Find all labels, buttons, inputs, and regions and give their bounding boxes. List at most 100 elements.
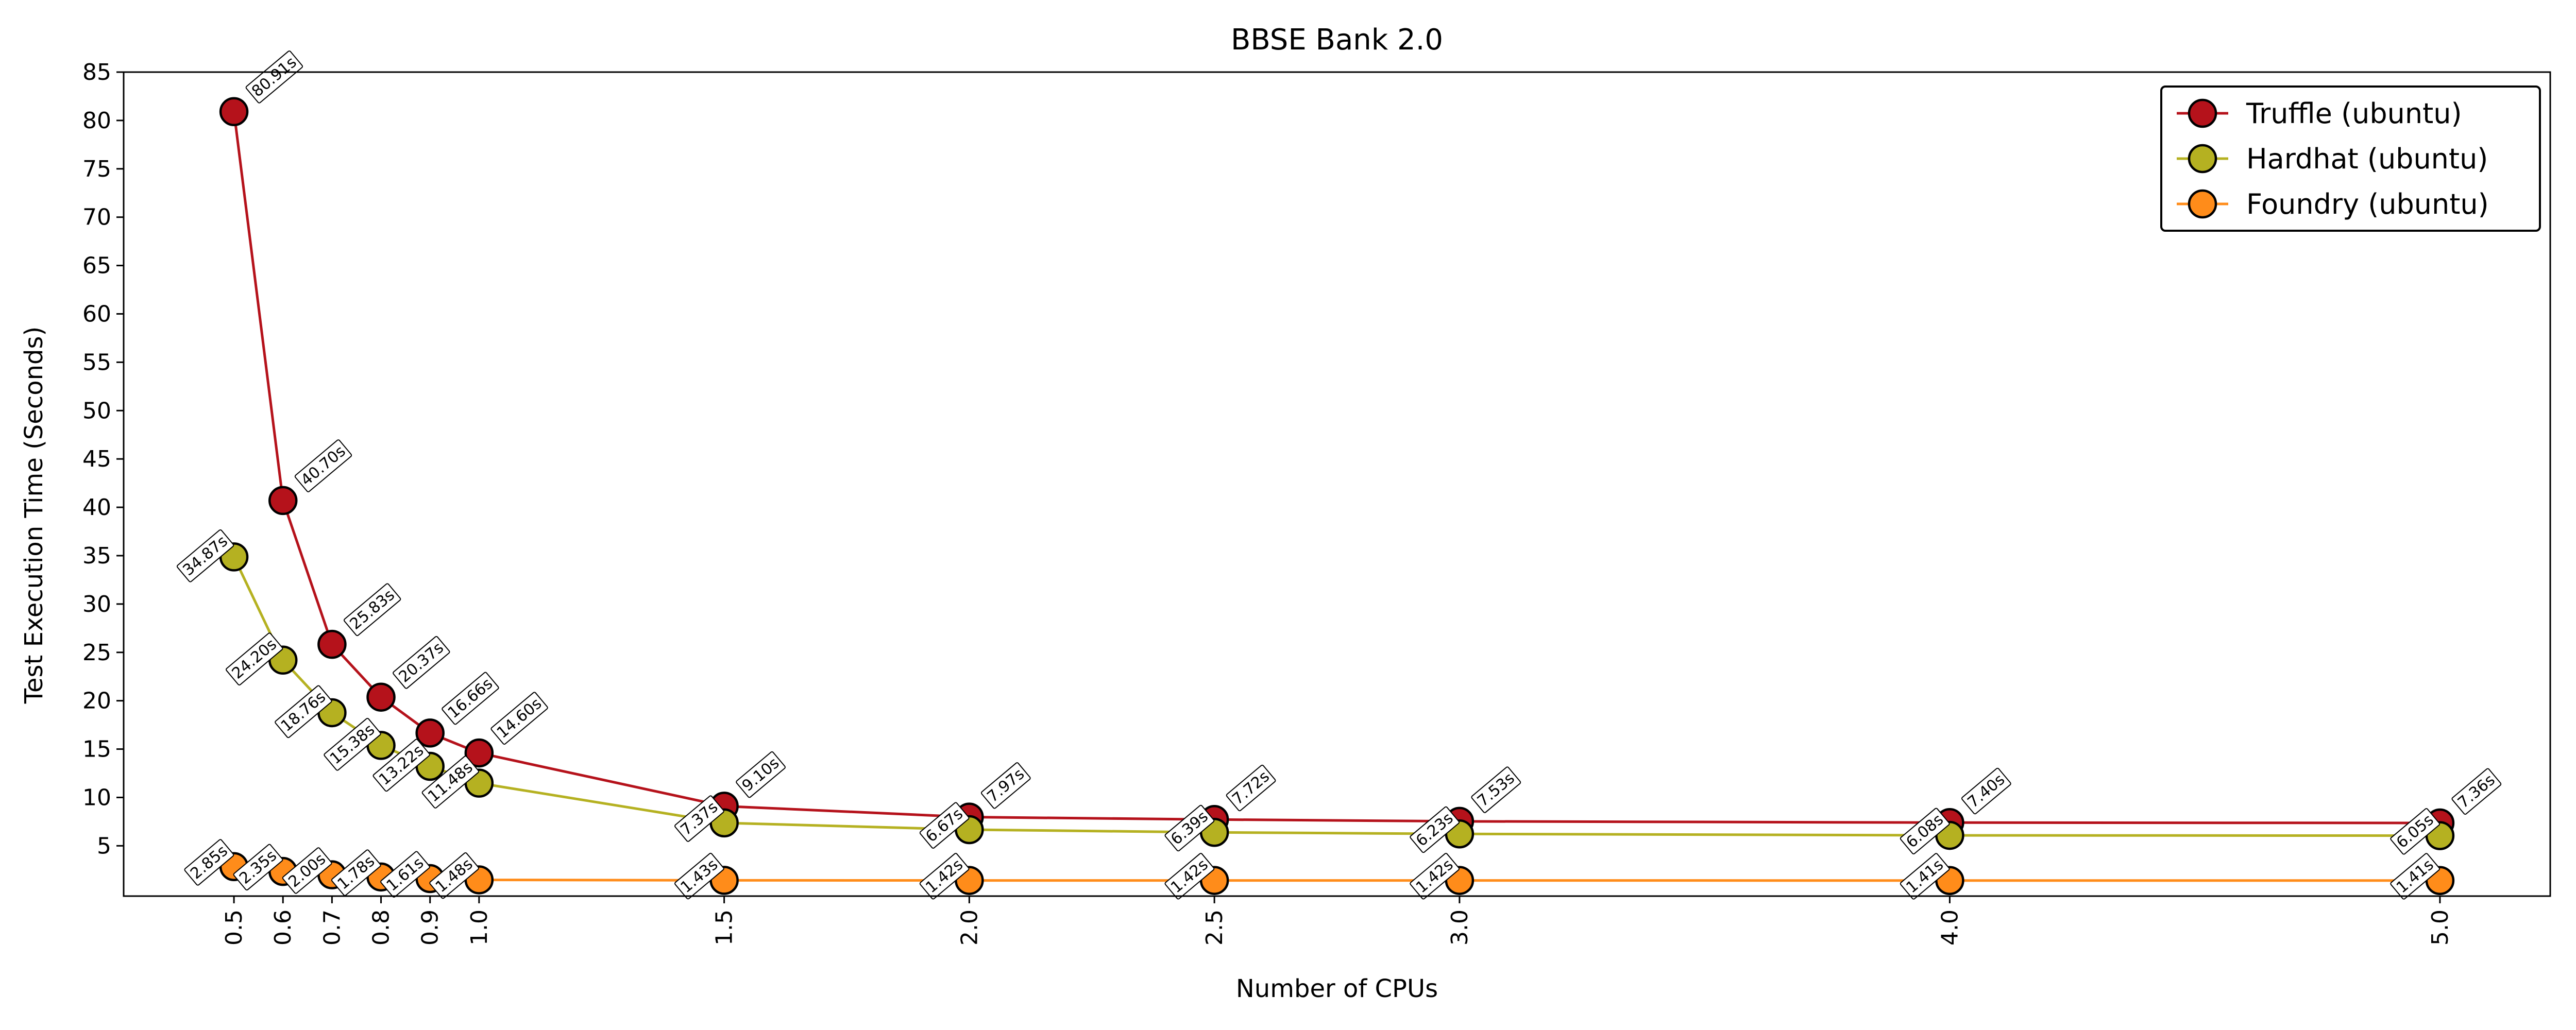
- data-label-box: [282, 847, 332, 894]
- data-label-box: [233, 844, 283, 891]
- data-label-box: [442, 672, 499, 725]
- data-label-text: 20.37s: [396, 639, 447, 686]
- legend-marker: [2188, 189, 2217, 219]
- data-label-text: 25.83s: [347, 586, 398, 633]
- series-1: [219, 97, 2455, 838]
- series-line: [233, 865, 2440, 882]
- data-label-text: 14.60s: [494, 695, 545, 742]
- x-tick-label: 3.0: [1447, 909, 1473, 946]
- data-point: [415, 718, 445, 748]
- series-line: [232, 556, 2440, 837]
- data-label-box: [343, 583, 401, 637]
- y-tick-label: 75: [82, 156, 111, 182]
- data-label-box: [1410, 853, 1460, 900]
- y-tick-label: 80: [82, 108, 111, 134]
- data-label-box: [1164, 853, 1215, 900]
- data-label-text: 80.91s: [248, 53, 300, 100]
- series-line: [232, 111, 2440, 825]
- data-label-box: [2451, 768, 2502, 815]
- data-point: [464, 738, 494, 768]
- legend-label: Truffle (ubuntu): [2246, 97, 2462, 130]
- x-tick-label: 2.5: [1201, 909, 1228, 946]
- data-label-box: [1410, 806, 1460, 853]
- data-label-box: [275, 685, 332, 739]
- y-tick-label: 30: [82, 591, 111, 617]
- data-label-box: [490, 692, 548, 745]
- data-label-box: [1900, 808, 1950, 854]
- series-3: [219, 852, 2455, 896]
- data-point: [317, 629, 347, 659]
- x-tick-label: 4.0: [1937, 909, 1963, 946]
- x-axis-title: Number of CPUs: [1236, 974, 1438, 1003]
- data-label-box: [324, 717, 381, 771]
- data-label: 7.97s: [980, 762, 1031, 809]
- plot-frame: [123, 71, 2551, 897]
- data-point: [366, 682, 396, 712]
- data-label: 9.10s: [736, 751, 786, 798]
- data-label: 7.36s: [2451, 768, 2502, 815]
- data-label-box: [736, 751, 786, 798]
- legend-item-1: Truffle (ubuntu): [2177, 97, 2462, 130]
- y-axis-title: Test Execution Time (Seconds): [20, 327, 48, 704]
- x-tick-label: 5.0: [2427, 909, 2453, 946]
- legend-marker: [2188, 144, 2217, 174]
- y-axis: 5 10 15 20 25 30 35 40 45 50 55 60 65 70 75 80 85: [82, 59, 124, 859]
- data-label: 80.91s: [245, 50, 303, 104]
- x-tick-label: 2.0: [956, 909, 982, 946]
- data-point: [268, 486, 298, 516]
- data-label-box: [1471, 766, 1521, 813]
- series-2: [219, 542, 2455, 850]
- y-tick-label: 85: [82, 59, 111, 85]
- x-tick-label: 1.5: [711, 909, 738, 946]
- data-label: 7.53s: [1471, 766, 1521, 813]
- data-label-text: 40.70s: [297, 442, 349, 490]
- x-tick-label: 0.9: [417, 909, 444, 946]
- y-tick-label: 35: [82, 543, 111, 569]
- legend-label: Foundry (ubuntu): [2246, 188, 2489, 220]
- data-label-box: [1164, 804, 1215, 852]
- y-tick-label: 65: [82, 253, 111, 279]
- data-label-box: [1900, 853, 1950, 900]
- x-tick-label: 1.0: [466, 909, 493, 946]
- data-label-box: [372, 739, 430, 792]
- y-tick-label: 70: [82, 204, 111, 231]
- y-tick-label: 25: [82, 640, 111, 666]
- data-label-box: [393, 636, 450, 689]
- x-tick-label: 0.6: [270, 909, 296, 946]
- data-label: 7.72s: [1226, 764, 1276, 812]
- x-axis: 0.5 0.6 0.7 0.8 0.9 1.0 1.5 2.0 2.5 3.0 4.0 5.0: [221, 896, 2453, 946]
- data-label-box: [919, 853, 970, 900]
- data-label-box: [245, 50, 303, 104]
- data-label-box: [184, 839, 234, 886]
- data-label-box: [226, 632, 283, 685]
- y-tick-label: 15: [82, 736, 111, 763]
- data-label-box: [421, 756, 479, 809]
- data-label: 2.35s: [233, 844, 283, 891]
- y-tick-label: 20: [82, 688, 111, 714]
- y-tick-label: 5: [97, 833, 111, 859]
- y-tick-label: 55: [82, 349, 111, 375]
- data-label-box: [674, 795, 724, 842]
- legend-item-3: Foundry (ubuntu): [2177, 188, 2489, 220]
- data-label-box: [2390, 853, 2441, 900]
- y-tick-label: 45: [82, 446, 111, 472]
- x-tick-label: 0.8: [368, 909, 395, 946]
- legend-box: [2160, 85, 2541, 232]
- x-tick-label: 0.7: [319, 909, 345, 946]
- data-label-box: [1226, 764, 1276, 812]
- data-label-box: [980, 762, 1031, 809]
- y-tick-label: 60: [82, 301, 111, 327]
- legend: Truffle (ubuntu) Hardhat (ubuntu) Foundry …: [2160, 85, 2541, 232]
- y-tick-label: 50: [82, 398, 111, 424]
- data-label-box: [294, 439, 352, 492]
- series-layer: [219, 97, 2455, 896]
- data-label-box: [429, 852, 479, 899]
- data-label-text: 16.66s: [445, 675, 496, 722]
- legend-label: Hardhat (ubuntu): [2246, 143, 2488, 175]
- data-label-box: [331, 849, 381, 896]
- data-label: 7.40s: [1961, 767, 2011, 815]
- data-label: 14.60s: [490, 692, 548, 745]
- data-label: 20.37s: [393, 636, 450, 689]
